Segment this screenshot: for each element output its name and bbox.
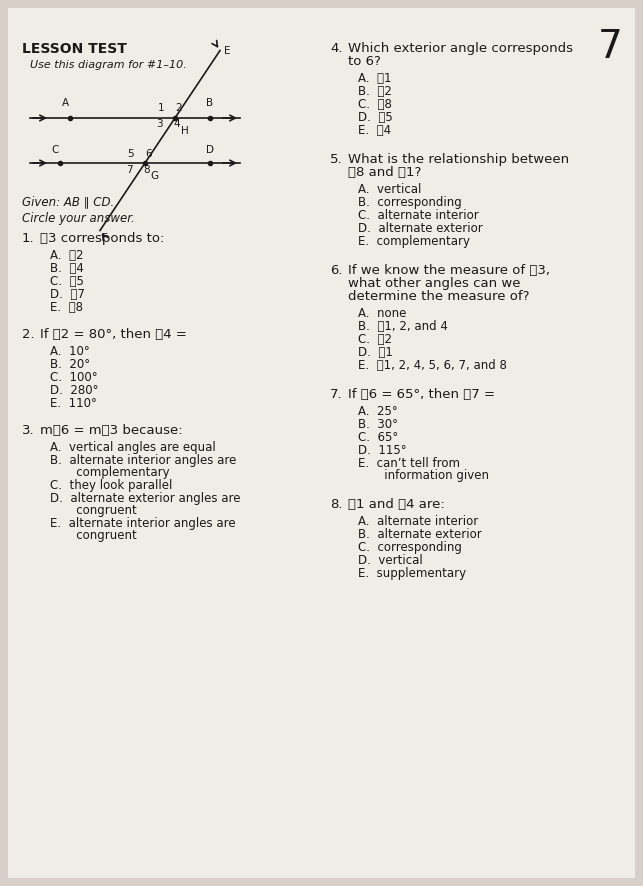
Text: complementary: complementary xyxy=(50,466,170,479)
Text: Use this diagram for #1–10.: Use this diagram for #1–10. xyxy=(30,60,186,70)
Text: 5: 5 xyxy=(128,149,134,159)
Text: C.  alternate interior: C. alternate interior xyxy=(358,209,479,222)
Text: 2: 2 xyxy=(176,103,183,113)
Text: C.  they look parallel: C. they look parallel xyxy=(50,479,172,492)
Text: 5.: 5. xyxy=(330,153,343,166)
Text: D.  alternate exterior angles are: D. alternate exterior angles are xyxy=(50,492,240,505)
Text: B.  ⌣4: B. ⌣4 xyxy=(50,262,84,275)
Text: D.  vertical: D. vertical xyxy=(358,554,422,567)
Text: C.  corresponding: C. corresponding xyxy=(358,541,462,554)
Text: ⌣1 and ⌣4 are:: ⌣1 and ⌣4 are: xyxy=(348,498,445,511)
Text: If ⌣2 = 80°, then ⌣4 =: If ⌣2 = 80°, then ⌣4 = xyxy=(40,328,187,341)
Text: ⌣3 corresponds to:: ⌣3 corresponds to: xyxy=(40,232,165,245)
Text: what other angles can we: what other angles can we xyxy=(348,277,520,290)
Text: A.  ⌣2: A. ⌣2 xyxy=(50,249,84,262)
Text: D.  ⌣5: D. ⌣5 xyxy=(358,111,393,124)
Text: 3.: 3. xyxy=(22,424,35,437)
Text: F: F xyxy=(102,232,108,243)
Text: 6.: 6. xyxy=(330,264,343,277)
Text: E: E xyxy=(224,45,230,56)
Text: 7.: 7. xyxy=(330,388,343,401)
Text: A: A xyxy=(62,98,69,108)
Text: E.  ⌣8: E. ⌣8 xyxy=(50,301,83,314)
Text: E.  supplementary: E. supplementary xyxy=(358,567,466,580)
Text: E.  ⌣4: E. ⌣4 xyxy=(358,124,391,137)
Text: to 6?: to 6? xyxy=(348,55,381,68)
Text: B.  ⌣1, 2, and 4: B. ⌣1, 2, and 4 xyxy=(358,320,448,333)
Text: information given: information given xyxy=(358,469,489,482)
Text: determine the measure of?: determine the measure of? xyxy=(348,290,529,303)
Text: A.  alternate interior: A. alternate interior xyxy=(358,515,478,528)
Text: 2.: 2. xyxy=(22,328,35,341)
Text: LESSON TEST: LESSON TEST xyxy=(22,42,127,56)
Text: A.  25°: A. 25° xyxy=(358,405,398,418)
Text: B: B xyxy=(206,98,213,108)
Text: Circle your answer.: Circle your answer. xyxy=(22,212,135,225)
Text: If we know the measure of ⌣3,: If we know the measure of ⌣3, xyxy=(348,264,550,277)
Text: D: D xyxy=(206,145,214,155)
Text: D.  alternate exterior: D. alternate exterior xyxy=(358,222,483,235)
Text: B.  ⌣2: B. ⌣2 xyxy=(358,85,392,98)
Text: A.  none: A. none xyxy=(358,307,406,320)
Text: 7: 7 xyxy=(125,165,132,175)
Text: congruent: congruent xyxy=(50,504,137,517)
Text: congruent: congruent xyxy=(50,529,137,542)
Text: 1.: 1. xyxy=(22,232,35,245)
Text: A.  10°: A. 10° xyxy=(50,345,90,358)
Text: E.  complementary: E. complementary xyxy=(358,235,470,248)
Text: What is the relationship between: What is the relationship between xyxy=(348,153,569,166)
Text: E.  ⌣1, 2, 4, 5, 6, 7, and 8: E. ⌣1, 2, 4, 5, 6, 7, and 8 xyxy=(358,359,507,372)
Text: B.  alternate exterior: B. alternate exterior xyxy=(358,528,482,541)
Text: E.  110°: E. 110° xyxy=(50,397,97,410)
Text: If ⌣6 = 65°, then ⌣7 =: If ⌣6 = 65°, then ⌣7 = xyxy=(348,388,495,401)
Text: 8: 8 xyxy=(143,165,150,175)
Text: D.  ⌣1: D. ⌣1 xyxy=(358,346,393,359)
Text: 8.: 8. xyxy=(330,498,343,511)
Text: B.  20°: B. 20° xyxy=(50,358,90,371)
Text: D.  280°: D. 280° xyxy=(50,384,98,397)
Text: E.  can’t tell from: E. can’t tell from xyxy=(358,457,460,470)
Text: C.  ⌣2: C. ⌣2 xyxy=(358,333,392,346)
Text: C.  100°: C. 100° xyxy=(50,371,98,384)
Text: G: G xyxy=(150,171,158,181)
Text: 4: 4 xyxy=(174,119,180,129)
Text: 7: 7 xyxy=(597,28,622,66)
Text: A.  vertical: A. vertical xyxy=(358,183,421,196)
Text: E.  alternate interior angles are: E. alternate interior angles are xyxy=(50,517,235,530)
Text: B.  30°: B. 30° xyxy=(358,418,398,431)
Text: D.  115°: D. 115° xyxy=(358,444,406,457)
Text: 1: 1 xyxy=(158,103,165,113)
Text: C.  65°: C. 65° xyxy=(358,431,398,444)
Text: C.  ⌣5: C. ⌣5 xyxy=(50,275,84,288)
Text: A.  ⌣1: A. ⌣1 xyxy=(358,72,392,85)
Text: 6: 6 xyxy=(146,149,152,159)
Text: H: H xyxy=(181,126,189,136)
Text: C: C xyxy=(51,145,59,155)
Text: 4.: 4. xyxy=(330,42,343,55)
Text: 3: 3 xyxy=(156,119,162,129)
Text: B.  alternate interior angles are: B. alternate interior angles are xyxy=(50,454,237,467)
Text: A.  vertical angles are equal: A. vertical angles are equal xyxy=(50,441,216,454)
Text: C.  ⌣8: C. ⌣8 xyxy=(358,98,392,111)
Text: Which exterior angle corresponds: Which exterior angle corresponds xyxy=(348,42,573,55)
FancyBboxPatch shape xyxy=(8,8,635,878)
Text: Given: AB ∥ CD.: Given: AB ∥ CD. xyxy=(22,195,114,208)
Text: D.  ⌣7: D. ⌣7 xyxy=(50,288,85,301)
Text: B.  corresponding: B. corresponding xyxy=(358,196,462,209)
Text: ⌣8 and ⌣1?: ⌣8 and ⌣1? xyxy=(348,166,421,179)
Text: m⌣6 = m⌣3 because:: m⌣6 = m⌣3 because: xyxy=(40,424,183,437)
